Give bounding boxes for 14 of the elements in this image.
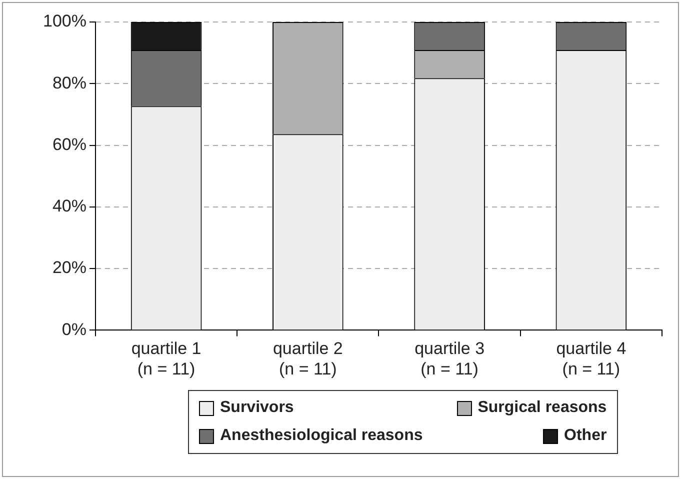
x-tick-label: quartile 3 (n = 11) — [414, 339, 485, 378]
legend-label: Other — [564, 427, 607, 445]
y-tick-label: 40% — [52, 196, 86, 216]
y-tick-label: 80% — [52, 73, 86, 92]
x-tick-label: quartile 4 (n = 11) — [556, 339, 626, 378]
legend-label: Anesthesiological reasons — [220, 427, 423, 445]
legend-label: Survivors — [220, 399, 294, 417]
y-tick-label: 60% — [52, 134, 86, 154]
y-tick-label: 0% — [62, 320, 86, 339]
y-tick-label: 100% — [42, 12, 86, 31]
x-tick-label: quartile 1 (n = 11) — [131, 339, 202, 378]
legend-label: Surgical reasons — [478, 399, 607, 417]
y-tick-label: 20% — [52, 258, 86, 278]
x-tick-label: quartile 2 (n = 11) — [272, 339, 343, 378]
